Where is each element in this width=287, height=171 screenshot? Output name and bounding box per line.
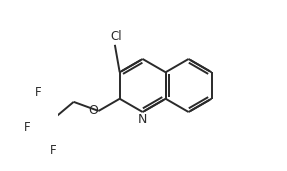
Text: F: F (24, 121, 30, 134)
Text: Cl: Cl (110, 30, 121, 43)
Text: F: F (35, 86, 41, 99)
Text: F: F (50, 144, 57, 157)
Text: O: O (88, 104, 98, 117)
Text: N: N (138, 113, 147, 126)
